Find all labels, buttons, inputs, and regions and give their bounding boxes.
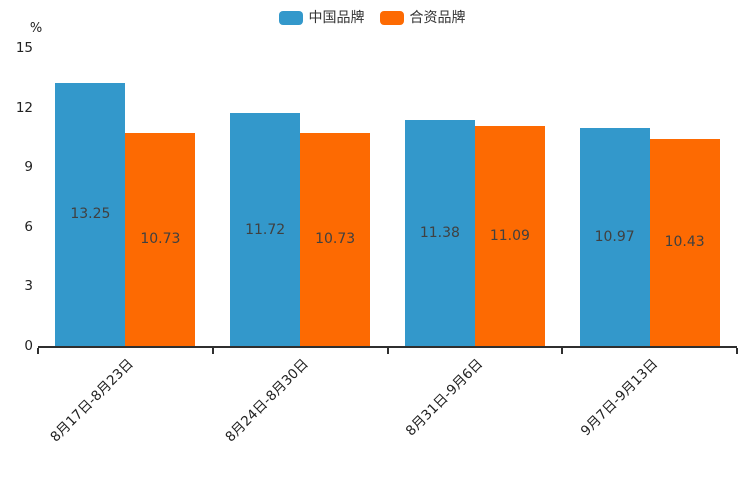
legend-swatch-icon (278, 11, 303, 25)
x-axis-tick (561, 348, 564, 354)
x-axis-tick (211, 348, 214, 354)
bar-series0-cat2 (404, 119, 475, 346)
legend-label: 合资品牌 (409, 10, 466, 26)
y-axis-tick-label: 12 (15, 99, 33, 116)
y-axis-tick-label: 15 (15, 40, 33, 56)
y-axis-tick-label: 6 (24, 218, 33, 235)
bar-value-label: 10.73 (140, 231, 181, 248)
bar-value-label: 11.09 (489, 227, 530, 244)
chart-legend: 中国品牌 合资品牌 (0, 10, 744, 26)
bar-value-label: 13.25 (70, 206, 111, 223)
x-axis-tick (37, 348, 39, 354)
x-axis-label: 8月17日-8月23日 (47, 356, 137, 446)
bar-value-label: 11.72 (245, 221, 286, 238)
bar-value-label: 10.73 (315, 231, 356, 248)
bar-series0-cat1 (230, 113, 301, 346)
bar-value-label: 10.43 (664, 234, 705, 251)
x-axis-tick (736, 348, 738, 354)
y-axis-tick-label: 3 (24, 278, 33, 295)
x-axis-line (38, 346, 737, 348)
x-axis-tick (386, 348, 389, 354)
bar-series0-cat0 (55, 82, 126, 346)
bar-series1-cat0 (125, 132, 196, 346)
bar-series1-cat2 (474, 125, 545, 346)
legend-label: 中国品牌 (308, 10, 365, 26)
legend-item-series0[interactable]: 中国品牌 (278, 10, 365, 26)
y-axis-tick-label: 0 (24, 338, 33, 354)
x-axis-label: 8月31日-9月6日 (402, 356, 487, 440)
bar-series0-cat3 (579, 128, 650, 346)
legend-swatch-icon (379, 11, 404, 25)
x-axis-label: 9月7日-9月13日 (577, 356, 661, 440)
legend-item-series1[interactable]: 合资品牌 (379, 10, 466, 26)
bar-value-label: 11.38 (419, 224, 460, 241)
x-axis-label: 8月24日-8月30日 (222, 356, 312, 446)
bar-series1-cat1 (300, 132, 371, 346)
bar-value-label: 10.97 (594, 229, 635, 246)
bar-series1-cat3 (649, 138, 720, 346)
y-axis-unit-label: % (29, 21, 43, 36)
y-axis-tick-label: 9 (24, 159, 33, 176)
